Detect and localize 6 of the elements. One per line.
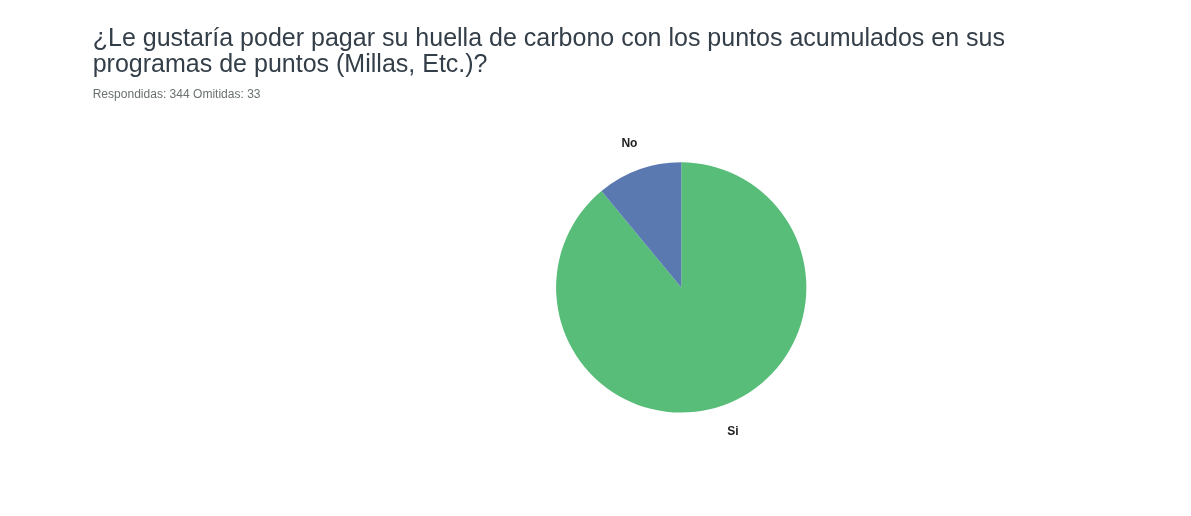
slice-label: Si [727, 424, 739, 439]
pie-slice [601, 162, 682, 288]
text: Respondidas: 344 Omitidas: 33 [92, 87, 261, 102]
pie-slice [556, 162, 807, 413]
slice-label: No [621, 136, 638, 151]
chart-title: ¿Le gustaría poder pagar su huella de carbono con los puntos acumulados en sus programas de puntos (Millas, Etc.)? [92, 22, 1005, 78]
